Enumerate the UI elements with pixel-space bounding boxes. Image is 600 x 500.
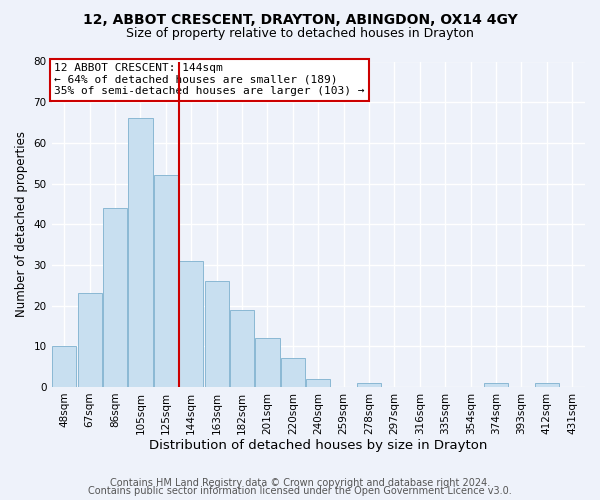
Bar bbox=[205, 281, 229, 387]
Text: 12 ABBOT CRESCENT: 144sqm
← 64% of detached houses are smaller (189)
35% of semi: 12 ABBOT CRESCENT: 144sqm ← 64% of detac… bbox=[54, 63, 365, 96]
Bar bbox=[281, 358, 305, 387]
Bar bbox=[306, 379, 331, 387]
Bar bbox=[256, 338, 280, 387]
Bar bbox=[230, 310, 254, 387]
Text: Size of property relative to detached houses in Drayton: Size of property relative to detached ho… bbox=[126, 28, 474, 40]
Bar bbox=[357, 383, 381, 387]
Text: Contains public sector information licensed under the Open Government Licence v3: Contains public sector information licen… bbox=[88, 486, 512, 496]
Text: 12, ABBOT CRESCENT, DRAYTON, ABINGDON, OX14 4GY: 12, ABBOT CRESCENT, DRAYTON, ABINGDON, O… bbox=[83, 12, 517, 26]
Bar bbox=[484, 383, 508, 387]
Text: Contains HM Land Registry data © Crown copyright and database right 2024.: Contains HM Land Registry data © Crown c… bbox=[110, 478, 490, 488]
Bar bbox=[154, 176, 178, 387]
Bar bbox=[535, 383, 559, 387]
Bar bbox=[77, 294, 102, 387]
Bar bbox=[179, 261, 203, 387]
Bar bbox=[52, 346, 76, 387]
X-axis label: Distribution of detached houses by size in Drayton: Distribution of detached houses by size … bbox=[149, 440, 487, 452]
Y-axis label: Number of detached properties: Number of detached properties bbox=[15, 131, 28, 317]
Bar bbox=[103, 208, 127, 387]
Bar bbox=[128, 118, 152, 387]
